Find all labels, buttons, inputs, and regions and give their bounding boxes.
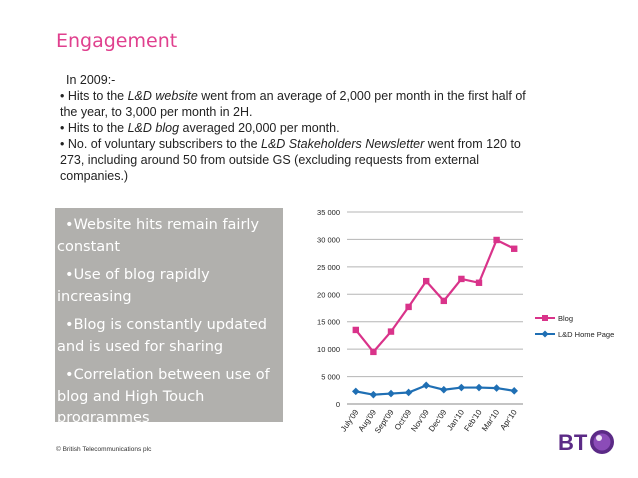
legend-label: L&D Home Page xyxy=(558,330,614,339)
data-point xyxy=(422,381,430,390)
intro-text: In 2009:- • Hits to the L&D website went… xyxy=(60,72,530,184)
x-tick-label: Dec'09 xyxy=(427,408,449,434)
data-point xyxy=(440,297,447,305)
intro-bullet-2: • Hits to the L&D blog averaged 20,000 p… xyxy=(60,120,530,136)
bullet-emphasis: L&D website xyxy=(127,89,198,103)
legend-marker xyxy=(542,315,548,321)
x-axis-ticks: July'09Aug'09Sept'09Oct'09Nov'09Dec'09Ja… xyxy=(339,408,519,436)
y-tick-label: 10 000 xyxy=(317,345,340,354)
data-point xyxy=(493,236,500,244)
panel-item-text: Blog is constantly updated and is used f… xyxy=(57,317,267,355)
bullet-emphasis: L&D blog xyxy=(127,121,180,135)
data-point xyxy=(387,328,395,335)
summary-panel: •Website hits remain fairly constant •Us… xyxy=(55,208,283,455)
series-line xyxy=(354,238,515,354)
series-blog xyxy=(352,236,518,356)
copyright-footer: © British Telecommunications plc xyxy=(56,446,152,453)
series-home-page xyxy=(352,381,518,399)
panel-item-text: Also drives podcasting xyxy=(73,438,238,455)
bullet-text: went from an average of 2,000 per month … xyxy=(60,89,526,119)
bullet-text: No. of voluntary subscribers to the xyxy=(67,137,262,151)
chart-legend: Blog L&D Home Page xyxy=(535,314,614,339)
data-point xyxy=(475,279,483,286)
data-point xyxy=(510,387,518,395)
data-point xyxy=(492,384,501,392)
line-chart: 0 5 000 10 000 15 000 20 000 25 000 30 000 35 0… xyxy=(317,208,614,436)
y-tick-label: 30 000 xyxy=(317,235,340,244)
series-line xyxy=(355,384,515,396)
intro-bullet-3: • No. of voluntary subscribers to the L&… xyxy=(60,136,530,184)
bullet-glyph: • xyxy=(60,137,68,151)
panel-item-text: Correlation between use of blog and High… xyxy=(57,367,270,426)
x-tick-label: Apr'10 xyxy=(498,408,519,432)
bt-logo-letters: BT xyxy=(558,430,588,455)
bullet-text: went from 120 to 273, including around 5… xyxy=(60,137,521,183)
y-tick-label: 5 000 xyxy=(321,373,340,382)
data-point xyxy=(369,390,378,399)
bt-piper-icon-inner xyxy=(593,433,611,451)
y-tick-label: 20 000 xyxy=(317,290,340,299)
bt-logo: BT xyxy=(558,430,614,455)
data-point xyxy=(440,385,448,394)
y-tick-label: 0 xyxy=(336,400,340,409)
x-tick-label: Sept'09 xyxy=(373,408,396,436)
bullet-text: Hits to the xyxy=(67,89,128,103)
data-point xyxy=(352,387,360,396)
y-tick-label: 25 000 xyxy=(317,263,340,272)
intro-bullet-1: • Hits to the L&D website went from an a… xyxy=(60,88,530,120)
panel-item-text: Website hits remain fairly constant xyxy=(57,217,260,255)
data-point xyxy=(370,348,377,356)
panel-item: •Also drives podcasting xyxy=(65,438,238,455)
panel-item: •Correlation between use of blog and Hig… xyxy=(57,367,270,426)
data-point xyxy=(458,275,465,283)
data-point xyxy=(423,277,430,285)
bullet-emphasis: L&D Stakeholders Newsletter xyxy=(261,137,425,151)
panel-item-text: Use of blog rapidly increasing xyxy=(57,267,210,305)
panel-item: •Use of blog rapidly increasing xyxy=(57,267,210,305)
data-point xyxy=(475,383,483,392)
panel-item: •Website hits remain fairly constant xyxy=(57,217,260,255)
panel-item: •Blog is constantly updated and is used … xyxy=(57,317,267,355)
data-point xyxy=(352,326,359,334)
y-tick-label: 15 000 xyxy=(317,318,340,327)
intro-lead: In 2009:- xyxy=(66,73,116,87)
data-point xyxy=(457,383,466,392)
bt-piper-icon-highlight xyxy=(596,435,602,441)
data-point xyxy=(405,303,412,311)
chart-series xyxy=(352,236,518,399)
y-tick-label: 35 000 xyxy=(317,208,340,217)
legend-marker xyxy=(541,330,549,338)
slide-title: Engagement xyxy=(56,30,178,52)
bullet-glyph: • xyxy=(60,121,68,135)
bullet-text: averaged 20,000 per month. xyxy=(179,121,340,135)
data-point xyxy=(511,245,518,252)
data-point xyxy=(387,389,395,398)
legend-label: Blog xyxy=(558,314,573,323)
data-point xyxy=(404,388,413,397)
bullet-glyph: • xyxy=(60,89,68,103)
y-axis-ticks: 0 5 000 10 000 15 000 20 000 25 000 30 000 35 0… xyxy=(317,208,340,409)
bullet-text: Hits to the xyxy=(67,121,128,135)
x-tick-label: Mar'10 xyxy=(480,408,502,433)
